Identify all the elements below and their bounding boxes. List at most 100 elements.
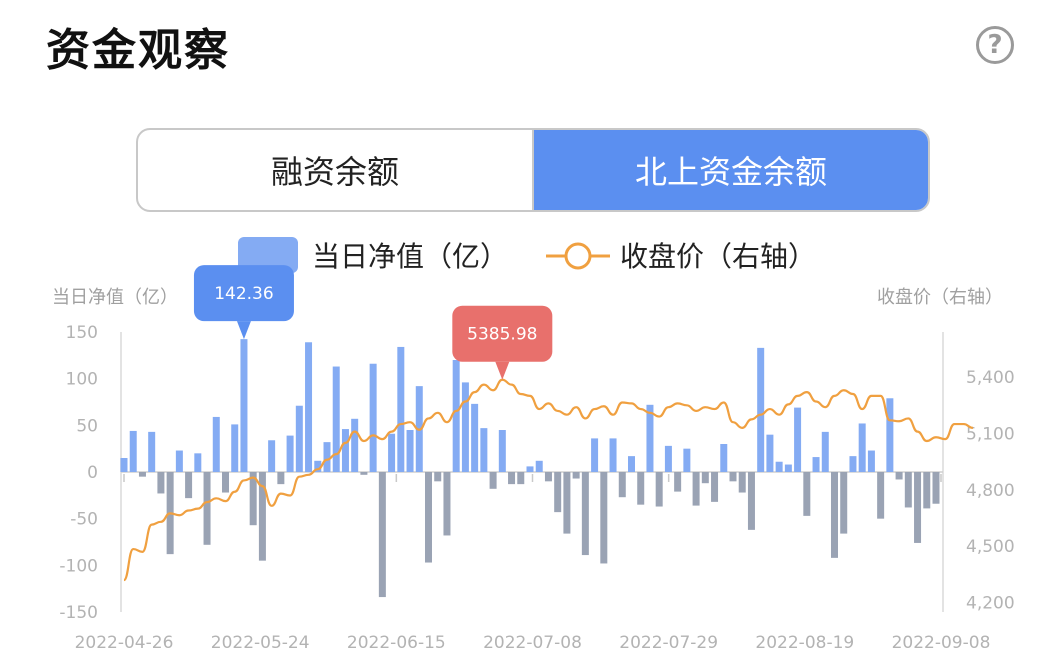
bar[interactable] <box>305 342 313 472</box>
bar[interactable] <box>185 472 193 499</box>
bar[interactable] <box>397 346 405 472</box>
close-price-line[interactable] <box>122 378 974 582</box>
bar[interactable] <box>849 456 857 472</box>
bar[interactable] <box>369 363 377 472</box>
bar[interactable] <box>581 472 589 556</box>
bar[interactable] <box>222 472 229 493</box>
bar[interactable] <box>406 430 414 472</box>
bar[interactable] <box>794 407 802 472</box>
bar[interactable] <box>655 472 663 507</box>
bar[interactable] <box>378 472 386 598</box>
x-tick-label: 2022-06-15 <box>347 633 446 653</box>
bar[interactable] <box>646 404 654 472</box>
bar[interactable] <box>434 472 442 482</box>
bar[interactable] <box>314 460 322 472</box>
bar[interactable] <box>618 472 626 498</box>
bar[interactable] <box>867 450 875 472</box>
bar[interactable] <box>877 472 885 519</box>
bar[interactable] <box>747 472 755 530</box>
bar[interactable] <box>471 403 479 472</box>
bar[interactable] <box>351 418 359 472</box>
bar[interactable] <box>803 472 811 516</box>
legend-bar-swatch <box>238 237 298 273</box>
bar[interactable] <box>701 472 709 484</box>
bar[interactable] <box>461 382 469 472</box>
bar[interactable] <box>526 466 534 472</box>
bar[interactable] <box>932 472 940 504</box>
bar[interactable] <box>341 429 349 472</box>
bar[interactable] <box>692 472 700 506</box>
bar[interactable] <box>766 434 774 472</box>
bar[interactable] <box>554 472 562 513</box>
bar[interactable] <box>360 472 368 475</box>
bar[interactable] <box>323 442 331 472</box>
bar[interactable] <box>858 423 866 472</box>
bar[interactable] <box>544 472 552 482</box>
x-tick-label: 2022-08-19 <box>755 633 854 653</box>
bar[interactable] <box>212 416 220 472</box>
bar[interactable] <box>175 450 183 472</box>
right-tick-label: 5,400 <box>966 368 1015 388</box>
bar[interactable] <box>637 472 645 505</box>
bar[interactable] <box>600 472 608 564</box>
bar[interactable] <box>775 461 783 472</box>
bar[interactable] <box>480 428 488 472</box>
bar[interactable] <box>157 472 165 494</box>
bar[interactable] <box>268 440 276 472</box>
bar[interactable] <box>295 405 303 472</box>
bar[interactable] <box>923 472 931 509</box>
bar[interactable] <box>572 472 580 479</box>
bar[interactable] <box>711 472 719 502</box>
bar[interactable] <box>231 424 239 472</box>
bar[interactable] <box>886 398 894 472</box>
bar[interactable] <box>120 458 128 472</box>
bar[interactable] <box>277 472 285 485</box>
bar[interactable] <box>757 347 765 472</box>
bar[interactable] <box>535 460 543 472</box>
left-tick-label: -100 <box>59 556 98 576</box>
bar[interactable] <box>609 438 617 472</box>
bar[interactable] <box>138 472 146 477</box>
bar[interactable] <box>194 453 202 472</box>
bar-tooltip-pointer <box>236 321 251 340</box>
tab-margin-balance[interactable]: 融资余额 <box>270 153 399 191</box>
bar[interactable] <box>129 430 137 472</box>
bar[interactable] <box>517 472 525 485</box>
bar[interactable] <box>443 472 451 536</box>
bar[interactable] <box>388 433 396 472</box>
bar[interactable] <box>664 445 672 472</box>
bar[interactable] <box>904 472 912 508</box>
bar[interactable] <box>895 472 903 480</box>
bar[interactable] <box>812 457 820 472</box>
bar[interactable] <box>240 339 248 472</box>
bar[interactable] <box>591 438 599 472</box>
bar[interactable] <box>914 472 922 543</box>
bar[interactable] <box>203 472 211 545</box>
bar[interactable] <box>729 472 737 482</box>
bar[interactable] <box>425 472 432 563</box>
bar[interactable] <box>452 360 460 472</box>
bar[interactable] <box>831 472 838 558</box>
bar[interactable] <box>784 464 792 472</box>
bar[interactable] <box>738 472 746 493</box>
bar[interactable] <box>332 366 340 472</box>
bar[interactable] <box>258 472 266 561</box>
bar[interactable] <box>821 431 829 472</box>
bar[interactable] <box>628 456 635 472</box>
bar[interactable] <box>489 472 497 489</box>
bar[interactable] <box>683 448 691 472</box>
bar[interactable] <box>249 472 257 526</box>
bar[interactable] <box>840 472 848 534</box>
left-tick-label: 150 <box>66 323 98 343</box>
bar[interactable] <box>286 435 294 472</box>
bar[interactable] <box>674 472 682 492</box>
tab-northbound-balance[interactable]: 北上资金余额 <box>532 130 928 210</box>
bar[interactable] <box>720 444 728 472</box>
bar[interactable] <box>563 472 571 534</box>
bar[interactable] <box>508 472 516 485</box>
right-tick-label: 4,500 <box>966 537 1015 557</box>
help-icon[interactable]: ? <box>976 26 1014 64</box>
bar[interactable] <box>148 431 156 472</box>
left-tick-label: 50 <box>76 416 98 436</box>
bar[interactable] <box>498 430 506 472</box>
